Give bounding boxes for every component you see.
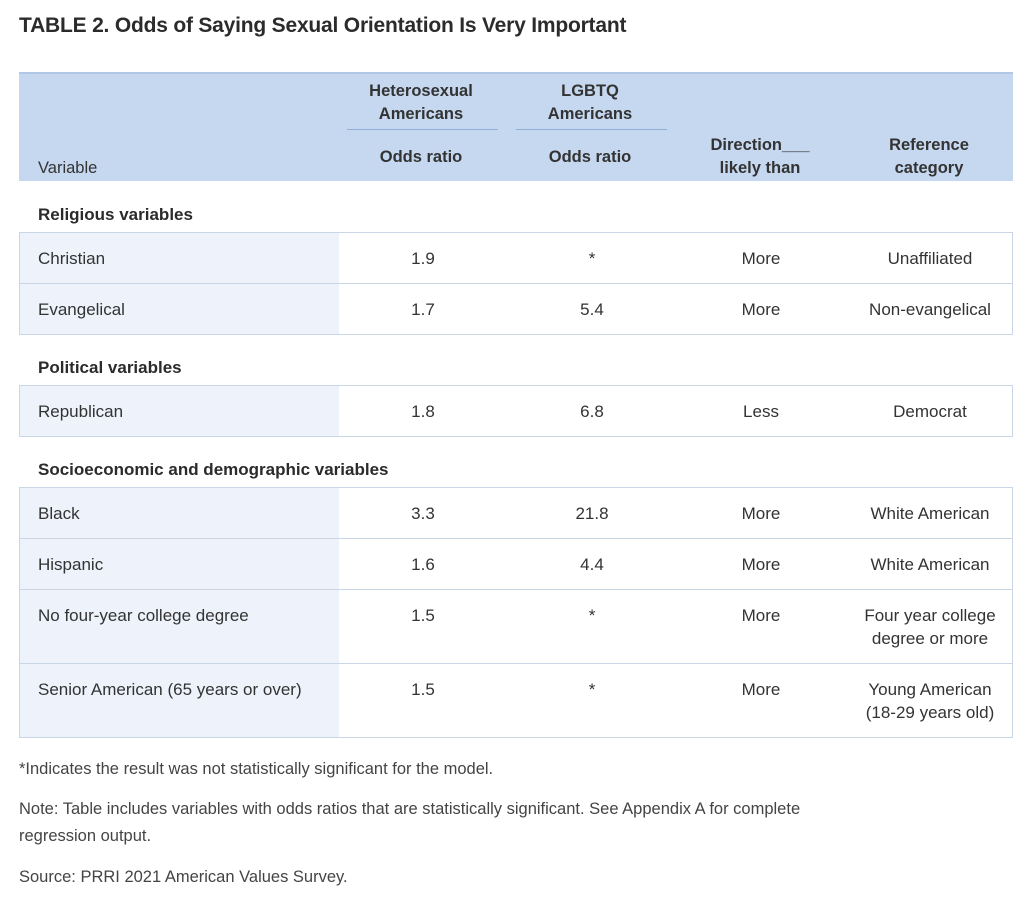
- variable-cell-bg: [20, 590, 339, 663]
- table-row: Republican 1.8 6.8 Less Democrat: [19, 385, 1013, 437]
- reference-cell: Unaffiliated: [887, 249, 973, 268]
- header-hetero-line2: Americans: [378, 105, 464, 123]
- variable-cell-bg: [20, 488, 339, 538]
- header-hetero-underline: [347, 129, 498, 130]
- hetero-odds-cell: 1.5: [411, 680, 435, 699]
- variable-cell: Hispanic: [38, 555, 104, 574]
- variable-cell: Evangelical: [38, 300, 125, 319]
- section-socioeconomic-variables: Socioeconomic and demographic variables: [38, 460, 389, 479]
- variable-cell-bg: [20, 386, 339, 436]
- hetero-odds-cell: 1.7: [411, 300, 435, 319]
- lgbtq-odds-cell: *: [588, 249, 596, 268]
- table-row: Hispanic 1.6 4.4 More White American: [19, 538, 1013, 590]
- footnote-note-line2: regression output.: [19, 827, 152, 845]
- header-variable: Variable: [38, 159, 98, 177]
- reference-cell: White American: [870, 504, 990, 523]
- variable-cell-bg: [20, 664, 339, 737]
- table-row: Evangelical 1.7 5.4 More Non-evangelical: [19, 283, 1013, 335]
- reference-cell: Young American: [868, 680, 992, 699]
- footnote-significance: *Indicates the result was not statistica…: [19, 760, 494, 778]
- reference-cell-line2: (18-29 years old): [865, 703, 995, 722]
- section-political-variables: Political variables: [38, 358, 182, 377]
- hetero-odds-cell: 3.3: [411, 504, 435, 523]
- table-row: Christian 1.9 * More Unaffiliated: [19, 232, 1013, 284]
- direction-cell: More: [741, 680, 781, 699]
- direction-cell: More: [741, 300, 781, 319]
- table-row: No four-year college degree 1.5 * More F…: [19, 589, 1013, 664]
- header-hetero-line1: Heterosexual: [369, 82, 473, 100]
- table-header: Heterosexual Americans LGBTQ Americans O…: [19, 72, 1013, 181]
- variable-cell: Republican: [38, 402, 124, 421]
- direction-cell: More: [741, 249, 781, 268]
- table-row: Senior American (65 years or over) 1.5 *…: [19, 663, 1013, 738]
- variable-cell-bg: [20, 284, 339, 334]
- header-direction-line2: likely than: [719, 159, 801, 177]
- reference-cell: White American: [870, 555, 990, 574]
- header-lgbtq-line1: LGBTQ: [561, 82, 619, 100]
- hetero-odds-cell: 1.9: [411, 249, 435, 268]
- lgbtq-odds-cell: *: [588, 606, 596, 625]
- header-odds-ratio-hetero: Odds ratio: [379, 148, 463, 166]
- variable-cell: Christian: [38, 249, 106, 268]
- header-reference-line2: category: [894, 159, 964, 177]
- direction-cell: More: [741, 555, 781, 574]
- table-row: Black 3.3 21.8 More White American: [19, 487, 1013, 539]
- lgbtq-odds-cell: 6.8: [580, 402, 604, 421]
- section-religious-variables: Religious variables: [38, 205, 193, 224]
- variable-cell-bg: [20, 233, 339, 283]
- hetero-odds-cell: 1.8: [411, 402, 435, 421]
- header-odds-ratio-lgbtq: Odds ratio: [548, 148, 632, 166]
- variable-cell: No four-year college degree: [38, 606, 249, 625]
- table-title: TABLE 2. Odds of Saying Sexual Orientati…: [19, 14, 627, 37]
- variable-cell: Senior American (65 years or over): [38, 680, 302, 699]
- lgbtq-odds-cell: 5.4: [580, 300, 604, 319]
- footnote-source: Source: PRRI 2021 American Values Survey…: [19, 868, 348, 886]
- variable-cell-bg: [20, 539, 339, 589]
- hetero-odds-cell: 1.5: [411, 606, 435, 625]
- header-lgbtq-underline: [516, 129, 667, 130]
- lgbtq-odds-cell: *: [588, 680, 596, 699]
- lgbtq-odds-cell: 4.4: [580, 555, 604, 574]
- hetero-odds-cell: 1.6: [411, 555, 435, 574]
- direction-cell: More: [741, 606, 781, 625]
- reference-cell: Democrat: [893, 402, 967, 421]
- header-reference-line1: Reference: [889, 136, 969, 154]
- header-direction-line1: Direction___: [710, 136, 810, 154]
- reference-cell-line2: degree or more: [871, 629, 989, 648]
- variable-cell: Black: [38, 504, 80, 523]
- footnote-note-line1: Note: Table includes variables with odds…: [19, 800, 801, 818]
- direction-cell: Less: [743, 402, 779, 421]
- header-lgbtq-line2: Americans: [547, 105, 633, 123]
- direction-cell: More: [741, 504, 781, 523]
- lgbtq-odds-cell: 21.8: [575, 504, 609, 523]
- reference-cell: Four year college: [864, 606, 996, 625]
- reference-cell: Non-evangelical: [869, 300, 991, 319]
